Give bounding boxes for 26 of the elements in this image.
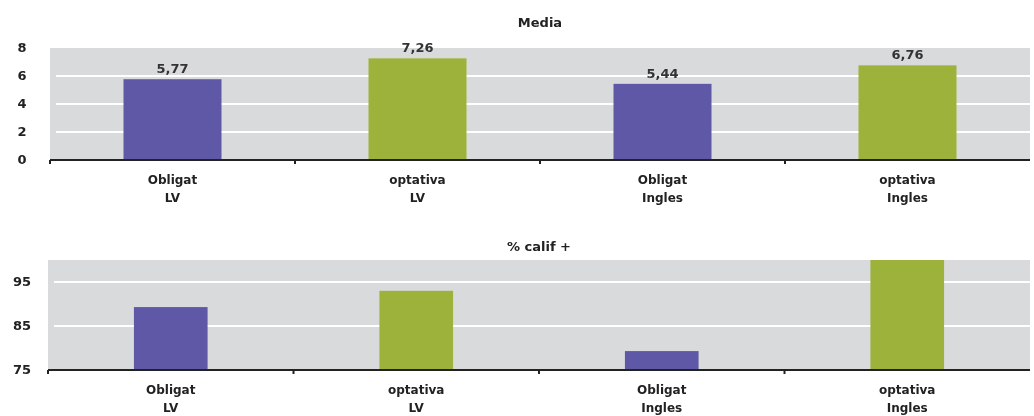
y-tick-label: 75 <box>12 362 32 377</box>
y-tick-label: 95 <box>12 274 32 289</box>
x-tick-label: optativa LV <box>388 383 445 415</box>
x-tick-label: Obligat Ingles <box>637 173 688 205</box>
chart-title: % calif + <box>506 239 572 254</box>
x-tick-label: Obligat LV <box>147 173 198 205</box>
y-tick-label: 2 <box>17 124 27 139</box>
y-tick-label: 8 <box>17 40 27 55</box>
bar <box>123 79 222 160</box>
bar <box>368 58 467 160</box>
bar <box>613 83 712 160</box>
x-tick-label: optativa Ingles <box>879 173 936 205</box>
y-tick-label: 6 <box>17 68 27 83</box>
chart-title: Media <box>517 15 563 30</box>
y-tick-label: 4 <box>17 96 27 111</box>
y-tick-label: 85 <box>12 318 32 333</box>
x-tick-label: optativa LV <box>389 173 446 205</box>
bar <box>858 65 957 160</box>
x-tick-label: Obligat Ingles <box>637 383 687 415</box>
data-label: 5,44 <box>646 65 679 81</box>
data-label: 7,26 <box>401 40 434 56</box>
data-label: 6,76 <box>891 47 924 63</box>
x-tick-label: Obligat LV <box>146 383 196 415</box>
data-label: 5,77 <box>156 61 189 77</box>
x-tick-label: optativa Ingles <box>879 383 936 415</box>
y-tick-label: 0 <box>17 152 27 167</box>
